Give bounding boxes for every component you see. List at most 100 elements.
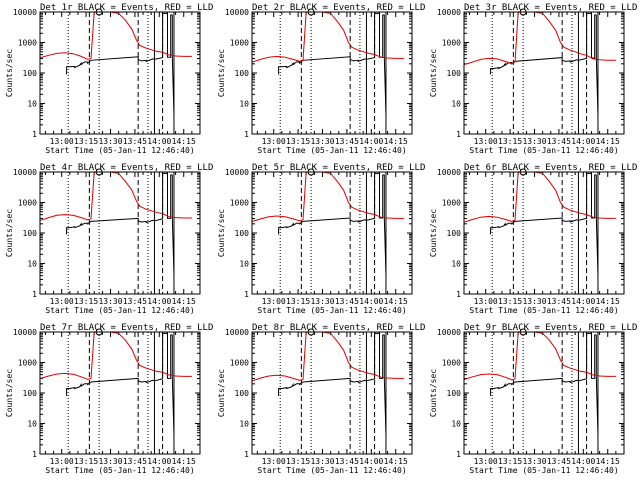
- panel-title: Det 1r BLACK = Events, RED = LLD: [40, 3, 213, 13]
- detector-panel-2: Det 2r BLACK = Events, RED = LLD 1 10 100 10…: [217, 3, 425, 155]
- y-tick-label: 1: [244, 450, 249, 459]
- y-tick-label: 1000: [230, 199, 249, 208]
- x-tick-label: 14:15: [596, 137, 620, 146]
- plot-frame: [251, 171, 413, 295]
- x-tick-label: 14:15: [384, 137, 408, 146]
- y-tick-label: 10: [451, 100, 461, 109]
- x-tick-label: 13:00: [50, 297, 74, 306]
- series-line-events: [66, 172, 175, 276]
- panel-title: Det 6r BLACK = Events, RED = LLD: [464, 163, 637, 173]
- y-tick-label: 10: [451, 260, 461, 269]
- y-tick-label: 1000: [230, 39, 249, 48]
- x-tick-label: 13:15: [498, 297, 522, 306]
- y-tick-label: 10: [239, 260, 249, 269]
- panel-title: Det 5r BLACK = Events, RED = LLD: [252, 163, 425, 173]
- x-tick-label: 13:00: [474, 297, 498, 306]
- panel-title: Det 8r BLACK = Events, RED = LLD: [252, 323, 425, 333]
- x-axis-label: Start Time (05-Jan-11 12:46:40): [469, 466, 618, 475]
- series-line-lld: [252, 332, 404, 382]
- x-axis-label: Start Time (05-Jan-11 12:46:40): [257, 146, 406, 155]
- x-tick-label: 14:00: [359, 137, 383, 146]
- y-tick-label: 100: [235, 229, 250, 238]
- y-tick-label: 100: [235, 69, 250, 78]
- y-tick-label: 1: [32, 130, 37, 139]
- x-tick-label: 13:00: [474, 137, 498, 146]
- x-tick-label: 14:00: [571, 297, 595, 306]
- series-line-events: [490, 332, 599, 436]
- x-tick-label: 13:45: [547, 297, 571, 306]
- x-axis-label: Start Time (05-Jan-11 12:46:40): [45, 146, 194, 155]
- series-line-events: [490, 172, 599, 276]
- x-axis-label: Start Time (05-Jan-11 12:46:40): [45, 306, 194, 315]
- y-axis-label: Counts/sec: [5, 49, 14, 97]
- x-axis-label: Start Time (05-Jan-11 12:46:40): [469, 306, 618, 315]
- x-tick-label: 14:00: [147, 137, 171, 146]
- x-axis-label: Start Time (05-Jan-11 12:46:40): [257, 466, 406, 475]
- detector-panel-6: Det 6r BLACK = Events, RED = LLD 1 10 100 10…: [429, 163, 637, 315]
- x-tick-label: 13:00: [262, 297, 286, 306]
- x-tick-label: 13:00: [474, 457, 498, 466]
- panel-title: Det 7r BLACK = Events, RED = LLD: [40, 323, 213, 333]
- series-line-lld: [252, 172, 404, 222]
- y-tick-label: 1000: [18, 39, 37, 48]
- x-tick-label: 14:15: [596, 297, 620, 306]
- x-tick-label: 14:15: [596, 457, 620, 466]
- y-tick-label: 10000: [437, 168, 461, 177]
- x-tick-label: 14:00: [147, 297, 171, 306]
- x-tick-label: 13:15: [286, 137, 310, 146]
- x-tick-label: 14:15: [384, 457, 408, 466]
- y-tick-label: 100: [23, 229, 38, 238]
- y-tick-label: 1: [32, 290, 37, 299]
- series-line-events: [278, 12, 387, 116]
- y-tick-label: 10000: [13, 8, 37, 17]
- x-tick-label: 13:15: [286, 457, 310, 466]
- x-tick-label: 14:15: [172, 137, 196, 146]
- series-line-events: [66, 12, 175, 116]
- series-line-lld: [40, 12, 192, 60]
- x-tick-label: 13:15: [286, 297, 310, 306]
- series-line-lld: [40, 172, 192, 221]
- series-line-events: [66, 332, 175, 436]
- x-tick-label: 13:00: [50, 137, 74, 146]
- y-tick-label: 10000: [225, 8, 249, 17]
- y-tick-label: 10000: [225, 328, 249, 337]
- y-tick-label: 100: [447, 69, 462, 78]
- y-axis-label: Counts/sec: [5, 209, 14, 257]
- y-axis-label: Counts/sec: [217, 369, 226, 417]
- y-tick-label: 10: [239, 420, 249, 429]
- x-tick-label: 13:30: [98, 137, 122, 146]
- x-tick-label: 13:15: [498, 457, 522, 466]
- y-tick-label: 100: [23, 389, 38, 398]
- series-line-events: [278, 172, 387, 276]
- x-tick-label: 14:15: [172, 297, 196, 306]
- y-tick-label: 1000: [442, 39, 461, 48]
- y-tick-label: 100: [447, 389, 462, 398]
- y-tick-label: 1: [32, 450, 37, 459]
- y-tick-label: 1: [244, 290, 249, 299]
- x-tick-label: 13:30: [310, 137, 334, 146]
- panel-title: Det 3r BLACK = Events, RED = LLD: [464, 3, 637, 13]
- y-tick-label: 10: [27, 260, 37, 269]
- y-tick-label: 1: [456, 130, 461, 139]
- y-tick-label: 10: [239, 100, 249, 109]
- y-axis-label: Counts/sec: [217, 49, 226, 97]
- y-tick-label: 10: [27, 420, 37, 429]
- plot-frame: [39, 171, 201, 295]
- x-tick-label: 13:45: [335, 457, 359, 466]
- detector-panel-4: Det 4r BLACK = Events, RED = LLD 1 10 100 10…: [5, 163, 213, 315]
- detector-panel-3: Det 3r BLACK = Events, RED = LLD 1 10 100 10…: [429, 3, 637, 155]
- plot-frame: [463, 331, 625, 455]
- x-tick-label: 13:45: [123, 137, 147, 146]
- x-tick-label: 13:00: [50, 457, 74, 466]
- y-axis-label: Counts/sec: [429, 49, 438, 97]
- x-tick-label: 13:00: [262, 457, 286, 466]
- x-tick-label: 13:30: [522, 137, 546, 146]
- x-tick-label: 13:45: [547, 137, 571, 146]
- x-axis-label: Start Time (05-Jan-11 12:46:40): [469, 146, 618, 155]
- x-tick-label: 13:45: [335, 297, 359, 306]
- panel-title: Det 2r BLACK = Events, RED = LLD: [252, 3, 425, 13]
- x-tick-label: 13:00: [262, 137, 286, 146]
- x-tick-label: 14:00: [147, 457, 171, 466]
- y-tick-label: 1000: [442, 359, 461, 368]
